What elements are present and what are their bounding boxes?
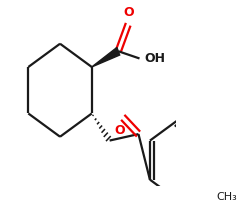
Text: CH₃: CH₃ bbox=[216, 192, 237, 200]
Text: OH: OH bbox=[144, 52, 165, 65]
Text: O: O bbox=[123, 6, 133, 19]
Polygon shape bbox=[92, 47, 120, 67]
Text: O: O bbox=[114, 124, 125, 137]
